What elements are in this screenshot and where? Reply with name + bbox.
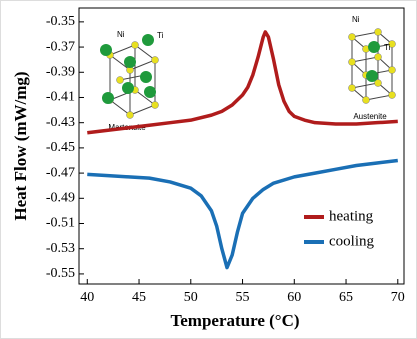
martensite-inset: Ni Ti Martensite: [100, 30, 164, 132]
series-line: [87, 158, 399, 270]
x-tick-label: 55: [236, 290, 250, 305]
x-tick-label: 60: [287, 290, 301, 305]
y-axis-label: Heat Flow (mW/mg): [11, 71, 30, 220]
y-tick-label: -0.51: [46, 216, 75, 231]
inset-label: Ni: [117, 30, 125, 39]
y-tick-label: -0.35: [46, 14, 75, 29]
y-tick-label: -0.37: [46, 39, 75, 54]
y-tick-label: -0.41: [46, 90, 75, 105]
inset-label: Ti: [157, 31, 164, 40]
x-axis-label: Temperature (°C): [170, 311, 299, 330]
inset-caption: Austenite: [353, 112, 387, 121]
legend-label: heating: [329, 208, 374, 224]
y-tick-label: -0.55: [46, 266, 75, 281]
inset-label: Ni: [352, 15, 360, 24]
plot-frame: [78, 7, 405, 285]
austenite-inset: Ni Ti Austenite: [348, 15, 396, 121]
x-tick-label: 45: [132, 290, 146, 305]
series-line: [87, 30, 398, 135]
y-tick-label: -0.45: [46, 140, 75, 155]
y-tick-label: -0.39: [46, 64, 75, 79]
y-tick-label: -0.53: [46, 241, 75, 256]
y-tick-label: -0.43: [46, 115, 75, 130]
x-tick-label: 40: [80, 290, 94, 305]
x-tick-label: 65: [339, 290, 353, 305]
x-tick-label: 50: [184, 290, 198, 305]
y-tick-label: -0.49: [46, 191, 75, 206]
x-tick-label: 70: [391, 290, 405, 305]
legend-label: cooling: [329, 233, 374, 249]
y-tick-label: -0.47: [46, 165, 75, 180]
inset-label: Ti: [384, 43, 391, 52]
